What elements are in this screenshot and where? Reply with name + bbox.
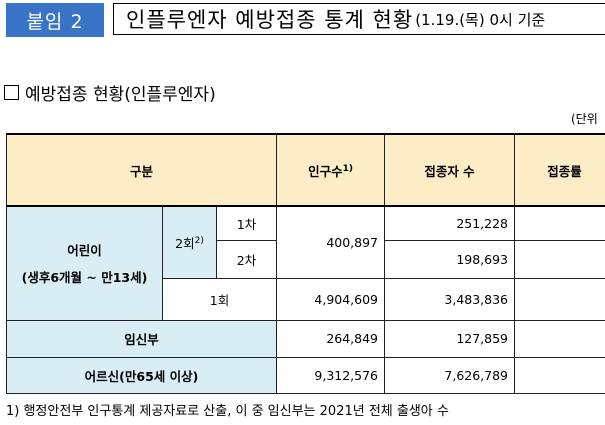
pregnant-vaccinated: 127,859 bbox=[384, 319, 516, 358]
header-vaccinated: 접종자 수 bbox=[384, 133, 516, 207]
table-header-row: 구분 인구수1) 접종자 수 접종률 bbox=[5, 133, 605, 207]
children-dose1-rate bbox=[514, 205, 605, 241]
page-title-date: (1.19.(목) 0시 기준 bbox=[415, 10, 546, 29]
two-dose-label: 2회2) bbox=[162, 205, 217, 279]
header-category: 구분 bbox=[5, 133, 278, 207]
header-rate: 접종률 bbox=[514, 133, 605, 207]
dose1-label: 1차 bbox=[215, 205, 278, 241]
square-bullet-icon bbox=[4, 85, 19, 100]
pregnant-label: 임신부 bbox=[5, 319, 278, 358]
section-heading: 예방접종 현황(인플루엔자) bbox=[4, 80, 216, 105]
pregnant-population: 264,849 bbox=[276, 319, 386, 358]
vaccination-table: 구분 인구수1) 접종자 수 접종률 어린이 (생후6개월 ~ 만13세) 2회… bbox=[5, 133, 605, 394]
table-row: 어린이 (생후6개월 ~ 만13세) 2회2) 1차 400,897 251,2… bbox=[6, 205, 605, 321]
elderly-population: 9,312,576 bbox=[276, 356, 386, 394]
table-row: 임신부 264,849 127,859 bbox=[5, 319, 605, 358]
children-dose2-vaccinated: 198,693 bbox=[384, 239, 516, 279]
pregnant-rate bbox=[514, 319, 605, 358]
children-2dose-population: 400,897 bbox=[276, 205, 386, 279]
title-box: 인플루엔자 예방접종 통계 현황 (1.19.(목) 0시 기준 bbox=[113, 3, 605, 35]
children-1dose-population: 4,904,609 bbox=[276, 277, 386, 321]
footnote: 1) 행정안전부 인구통계 제공자료로 산출, 이 중 임신부는 2021년 전… bbox=[6, 404, 449, 419]
one-dose-label: 1회 bbox=[161, 277, 278, 321]
children-label: 어린이 (생후6개월 ~ 만13세) bbox=[6, 205, 163, 321]
header: 붙임 2 인플루엔자 예방접종 통계 현황 (1.19.(목) 0시 기준 bbox=[6, 3, 605, 37]
children-1dose-rate bbox=[514, 277, 605, 321]
children-1dose-vaccinated: 3,483,836 bbox=[384, 277, 516, 321]
table-row: 2차 198,693 bbox=[7, 239, 605, 279]
header-population: 인구수1) bbox=[276, 133, 386, 207]
children-dose2-rate bbox=[514, 239, 605, 279]
dose2-label: 2차 bbox=[215, 239, 278, 279]
page-title: 인플루엔자 예방접종 통계 현황 bbox=[126, 8, 414, 32]
attachment-badge: 붙임 2 bbox=[6, 3, 104, 37]
section-title: 예방접종 현황(인플루엔자) bbox=[25, 85, 216, 105]
elderly-rate bbox=[514, 356, 605, 394]
table-row: 어르신(만65세 이상) 9,312,576 7,626,789 bbox=[5, 356, 605, 394]
elderly-vaccinated: 7,626,789 bbox=[384, 356, 516, 394]
unit-label: (단위 bbox=[571, 112, 598, 126]
elderly-label: 어르신(만65세 이상) bbox=[5, 356, 278, 394]
children-dose1-vaccinated: 251,228 bbox=[384, 205, 516, 241]
